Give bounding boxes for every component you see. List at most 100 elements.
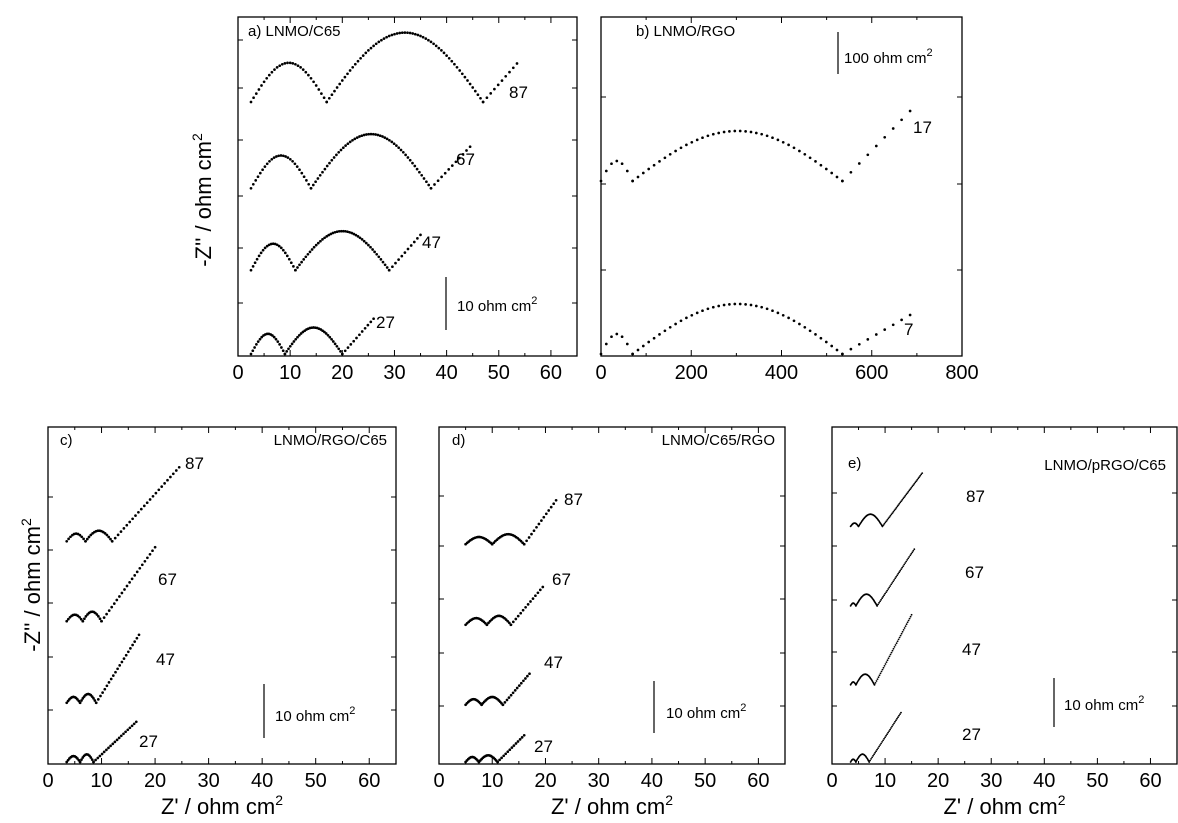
data-point: [898, 636, 901, 639]
data-point: [385, 266, 389, 269]
series-87: 87: [65, 454, 204, 543]
plot-frame: [831, 426, 1178, 765]
data-point: [290, 342, 294, 346]
panel-title: b) LNMO/RGO: [636, 23, 735, 40]
data-point: [515, 686, 519, 690]
data-point: [514, 742, 518, 745]
data-point: [534, 594, 537, 598]
data-point: [908, 489, 911, 492]
data-point: [309, 186, 313, 190]
series-47: 47: [65, 633, 175, 705]
data-point: [406, 156, 410, 159]
data-point: [323, 167, 327, 171]
data-point: [889, 514, 892, 517]
data-point: [461, 152, 465, 156]
data-point: [524, 677, 527, 680]
data-point: [450, 164, 454, 167]
scale-bar-label: 10 ohm cm2: [666, 702, 746, 722]
data-point: [525, 539, 528, 543]
data-point: [473, 89, 477, 93]
data-point: [341, 146, 345, 150]
data-point: [502, 754, 506, 758]
data-point: [647, 167, 651, 171]
data-point: [119, 530, 123, 533]
panel-b-lnmo-rgo: 0 200 400 600 800 b) LNMO/RGO 100 ohm cm2 7 17: [595, 16, 979, 384]
data-point: [65, 539, 69, 543]
series-label-87: 87: [509, 83, 528, 102]
data-point: [893, 509, 896, 512]
scale-bar-label-text: 10 ohm cm: [666, 705, 740, 722]
data-point: [908, 617, 911, 620]
data-point: [754, 131, 758, 135]
data-point: [134, 720, 138, 724]
data-point: [359, 56, 362, 60]
data-point: [625, 342, 629, 346]
data-point: [899, 501, 902, 504]
data-point: [907, 619, 910, 622]
data-point: [636, 175, 640, 179]
data-point: [373, 250, 376, 254]
data-point: [919, 474, 922, 477]
data-point: [808, 156, 812, 160]
data-point: [911, 551, 914, 554]
data-point: [251, 182, 255, 186]
data-point: [738, 302, 742, 306]
data-point: [889, 728, 891, 731]
data-point: [901, 630, 904, 633]
data-point: [283, 352, 287, 356]
data-point: [287, 257, 291, 261]
panel-letter: d): [452, 432, 465, 449]
data-point: [281, 154, 285, 158]
series-27: 27: [464, 733, 553, 764]
data-point: [798, 149, 801, 153]
data-point: [362, 133, 366, 137]
data-point: [511, 66, 515, 70]
data-point: [69, 535, 72, 539]
data-point: [406, 31, 409, 35]
data-point: [554, 498, 558, 502]
data-point: [338, 82, 342, 86]
data-point: [276, 340, 280, 343]
data-point: [912, 549, 915, 552]
data-point: [771, 309, 774, 313]
data-point: [914, 481, 917, 484]
data-point: [128, 520, 132, 524]
data-point: [498, 758, 501, 762]
data-point: [281, 248, 285, 252]
data-point: [307, 182, 311, 186]
x-tick-label: 30: [383, 362, 405, 384]
data-point: [270, 70, 274, 74]
data-point: [419, 233, 422, 237]
data-point: [872, 754, 874, 757]
data-point: [324, 332, 328, 335]
data-point: [325, 100, 329, 104]
data-point: [263, 246, 267, 250]
data-point: [126, 650, 130, 654]
data-point: [875, 680, 878, 682]
data-point: [900, 318, 903, 322]
data-point: [319, 239, 322, 243]
series-67: 67: [464, 570, 571, 627]
data-point: [503, 701, 507, 704]
data-point: [701, 309, 704, 313]
data-point: [874, 144, 878, 148]
data-point: [335, 86, 339, 89]
data-point: [377, 40, 381, 44]
data-point: [875, 750, 877, 753]
data-point: [103, 687, 107, 691]
data-point: [116, 533, 120, 537]
scale-bar-label: 10 ohm cm2: [1064, 694, 1144, 714]
data-point: [272, 156, 276, 159]
data-point: [466, 79, 469, 82]
data-point: [115, 598, 119, 602]
data-point: [900, 500, 903, 502]
data-point: [765, 134, 769, 138]
data-point: [879, 744, 881, 746]
data-point: [122, 657, 126, 660]
data-point: [340, 352, 344, 356]
data-point: [501, 703, 505, 707]
data-point: [915, 480, 918, 482]
data-point: [531, 597, 535, 600]
data-point: [329, 232, 333, 236]
series-87: 87: [849, 472, 985, 528]
